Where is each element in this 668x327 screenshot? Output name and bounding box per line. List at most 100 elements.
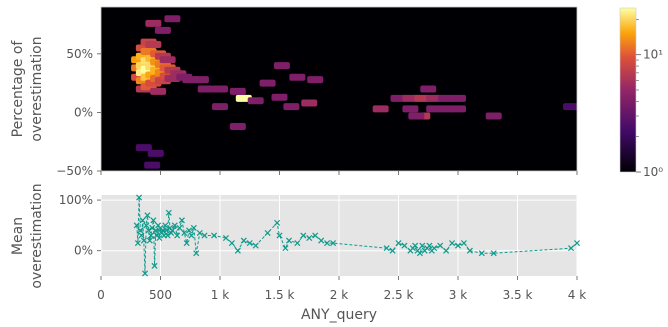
data-point xyxy=(174,232,181,239)
heatmap-cell xyxy=(145,19,162,27)
data-point xyxy=(222,235,229,242)
data-point xyxy=(419,242,426,249)
heatmap-cell xyxy=(144,161,161,169)
line-x-ticks: 0 500 1 k 1.5 k 2 k 2.5 k 3 k 3.5 k 4 k xyxy=(97,276,586,302)
data-point xyxy=(139,217,146,224)
heatmap-cell xyxy=(273,62,290,70)
data-point xyxy=(252,242,259,249)
heatmap-cell xyxy=(147,149,164,157)
heatmap-cell xyxy=(159,56,176,64)
line-x-tick-label: 3 k xyxy=(449,288,467,302)
data-point xyxy=(145,227,152,234)
data-point xyxy=(416,250,423,257)
heatmap-y-tick-label: 50% xyxy=(66,47,93,61)
data-point xyxy=(138,232,145,239)
line-x-tick-label: 1.5 k xyxy=(265,288,295,302)
data-point xyxy=(165,209,172,216)
data-point xyxy=(190,224,197,231)
heatmap-cell xyxy=(150,87,167,95)
colorbar-tick-label: 10¹ xyxy=(643,48,663,62)
data-point xyxy=(306,235,313,242)
heatmap-cell xyxy=(229,87,246,95)
line-x-tick-label: 2.5 k xyxy=(384,288,414,302)
colorbar-tick-label: 10⁰ xyxy=(643,165,663,179)
data-point xyxy=(246,240,253,247)
data-point xyxy=(150,217,157,224)
line-x-tick-label: 1 k xyxy=(211,288,229,302)
data-point xyxy=(137,227,144,234)
line-x-tick-label: 500 xyxy=(149,288,172,302)
line-x-tick-label: 3.5 k xyxy=(503,288,533,302)
heatmap-cell xyxy=(420,85,437,93)
data-point xyxy=(573,240,581,247)
line-grid xyxy=(100,195,578,276)
data-point xyxy=(264,229,271,236)
data-point xyxy=(294,240,301,247)
heatmap-x-ticks xyxy=(100,171,578,175)
data-point xyxy=(133,222,140,229)
data-point xyxy=(431,245,438,252)
heatmap-cell xyxy=(271,93,288,101)
data-point xyxy=(426,242,433,249)
heatmap-cell xyxy=(229,122,246,130)
data-point xyxy=(162,222,169,229)
data-point xyxy=(312,232,319,239)
mean-overestimation-series xyxy=(133,194,581,277)
line-y-tick-label: 100% xyxy=(59,193,93,207)
line-ylabel-line1: Mean xyxy=(10,217,26,255)
data-point xyxy=(401,242,408,249)
data-point xyxy=(164,232,171,239)
data-point xyxy=(178,217,185,224)
data-point xyxy=(285,237,293,244)
data-point xyxy=(568,245,575,252)
heatmap-y-tick-label: 0% xyxy=(74,105,93,119)
data-point xyxy=(176,224,183,231)
data-point xyxy=(460,240,467,247)
data-point xyxy=(146,237,153,244)
data-point xyxy=(211,232,218,239)
data-point xyxy=(395,240,402,247)
data-point xyxy=(300,232,307,239)
heatmap-cell xyxy=(212,85,228,93)
heatmap-cell xyxy=(563,103,577,111)
heatmap-ylabel-line1: Percentage of xyxy=(10,40,26,138)
data-point xyxy=(490,250,497,257)
data-point xyxy=(383,245,390,252)
data-point xyxy=(478,250,485,257)
data-point xyxy=(276,232,283,239)
line-ylabel-line2: overestimation xyxy=(29,183,45,288)
data-point xyxy=(181,229,188,236)
data-point xyxy=(156,235,163,242)
heatmap-cell xyxy=(192,76,209,84)
data-point xyxy=(466,247,473,254)
data-point xyxy=(282,245,289,252)
x-axis-label: ANY_query xyxy=(301,307,377,323)
data-point xyxy=(140,237,147,244)
data-point xyxy=(449,240,456,247)
heatmap-cell xyxy=(307,76,324,84)
data-point xyxy=(412,242,419,249)
heatmap-ylabel-line2: overestimation xyxy=(29,36,45,141)
data-point xyxy=(151,262,158,269)
data-point xyxy=(201,232,208,239)
data-point xyxy=(147,232,155,239)
data-point xyxy=(171,222,178,229)
line-x-tick-label: 2 k xyxy=(330,288,348,302)
heatmap-cell xyxy=(283,103,300,111)
heatmap-cell xyxy=(212,103,228,111)
data-point xyxy=(454,242,462,249)
line-y-tick-label: 0% xyxy=(74,244,93,258)
heatmap-cell xyxy=(450,94,466,102)
heatmap-cell xyxy=(259,79,276,87)
data-point xyxy=(143,222,150,229)
data-point xyxy=(318,237,325,244)
data-point xyxy=(228,240,235,247)
heatmap-cell xyxy=(197,85,214,93)
heatmap-y-ticks: 50% 0% −50% xyxy=(56,47,101,178)
data-point xyxy=(234,247,241,254)
heatmap-cell xyxy=(408,112,425,120)
data-point xyxy=(324,240,331,247)
heatmap-cell xyxy=(372,105,389,113)
data-point xyxy=(196,229,203,236)
